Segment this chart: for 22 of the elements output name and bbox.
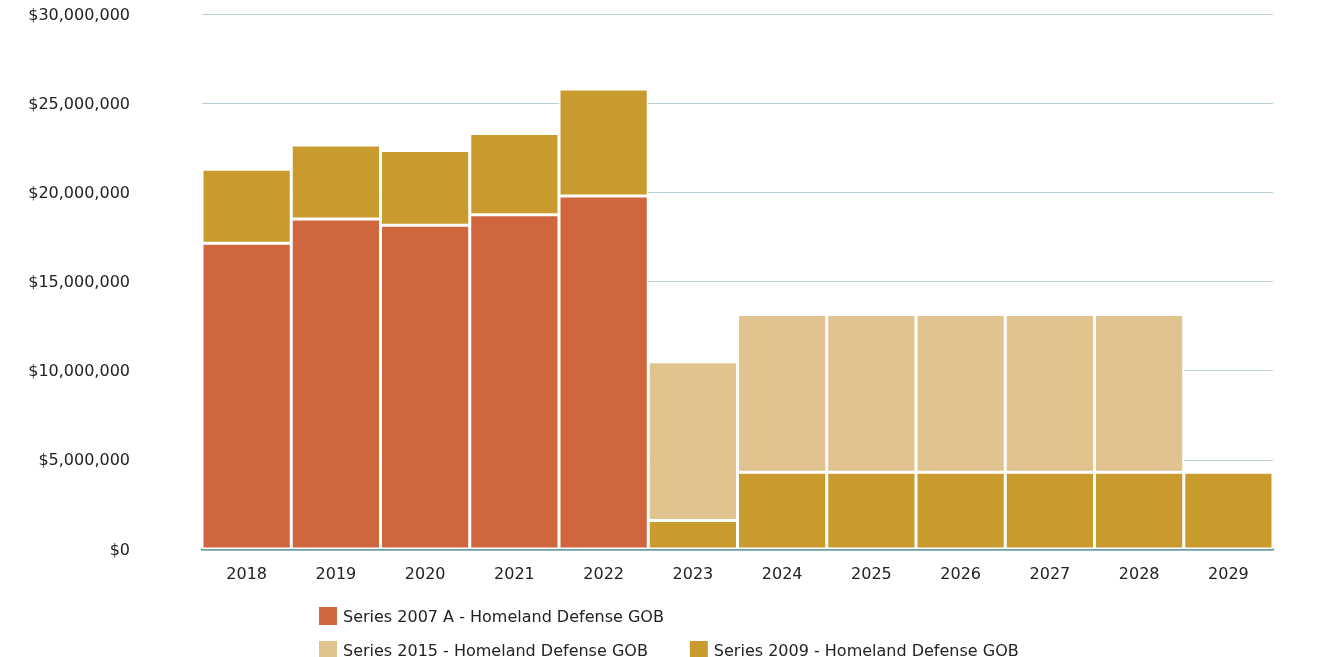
x-tick-label: 2026 [940,563,981,583]
x-tick-label: 2023 [672,563,714,583]
x-tick-label: 2022 [583,563,624,583]
x-tick-label: 2018 [226,563,267,583]
x-tick-label: 2024 [761,563,803,583]
x-tick-label: 2029 [1208,563,1249,583]
x-tick-label: 2019 [315,563,357,583]
x-tick-label: 2020 [404,563,446,583]
y-tick-label: $0 [109,539,130,559]
x-tick-label: 2028 [1118,563,1160,583]
y-tick-label: $25,000,000 [28,93,130,113]
legend-label: Series 2007 A - Homeland Defense GOB [343,606,664,626]
y-tick-label: $15,000,000 [28,272,130,291]
x-tick-label: 2025 [851,563,892,583]
y-tick-label: $20,000,000 [28,182,130,202]
y-tick-label: $5,000,000 [38,450,130,470]
y-tick-label: $30,000,000 [28,4,130,24]
y-tick-label: $10,000,000 [28,361,130,381]
legend-label: Series 2009 - Homeland Defense GOB [713,640,1019,657]
legend-label: Series 2015 - Homeland Defense GOB [343,640,648,657]
x-tick-label: 2027 [1029,563,1071,583]
x-tick-label: 2021 [494,563,535,583]
